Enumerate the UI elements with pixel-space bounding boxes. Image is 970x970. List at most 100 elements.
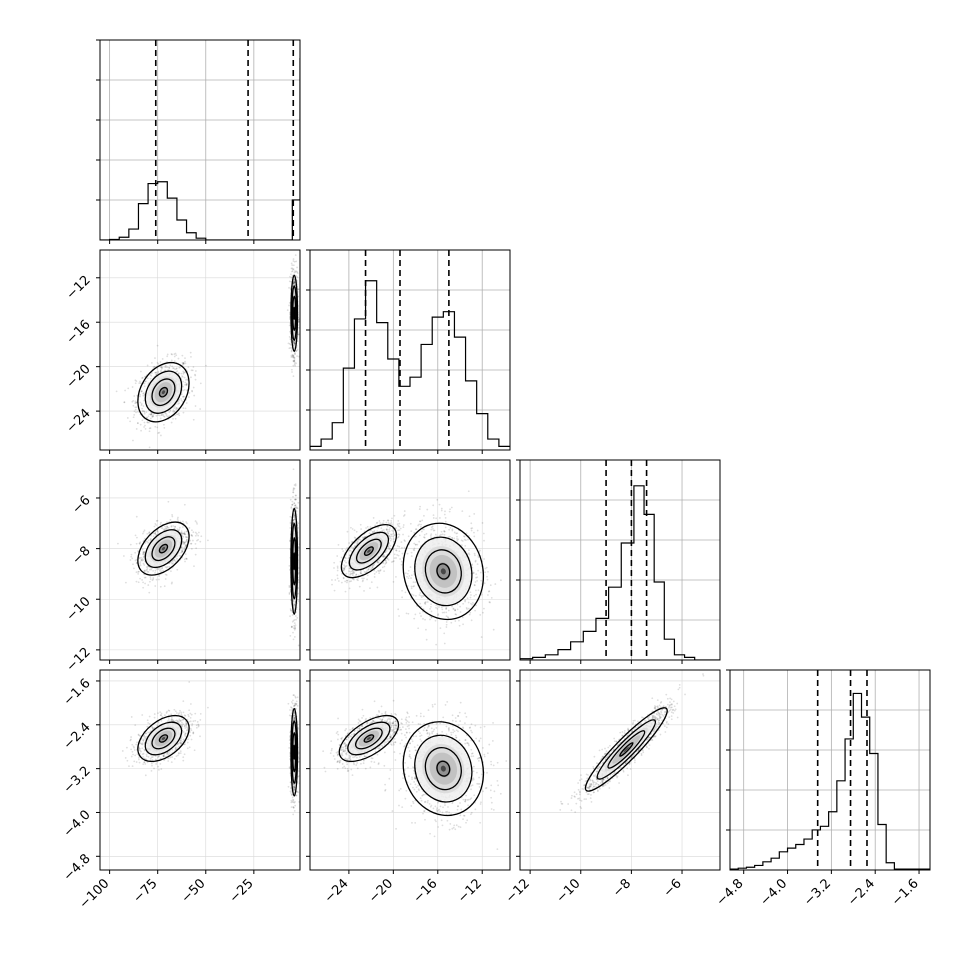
- x-tick-label: −24: [322, 876, 352, 906]
- x-tick-label: −75: [131, 876, 161, 906]
- panel-frame: [99, 39, 301, 241]
- density-core: [402, 721, 485, 817]
- y-tick-label: −8: [69, 544, 93, 568]
- contour-line: [293, 552, 296, 571]
- density-core: [338, 714, 400, 763]
- panel-frame: [99, 249, 301, 451]
- contour-line: [151, 536, 176, 562]
- contour-line: [158, 734, 169, 743]
- contour-line: [291, 720, 298, 784]
- contour-line: [584, 707, 668, 792]
- density-core: [137, 362, 190, 423]
- contour-line: [290, 274, 299, 352]
- x-tick-label: −4.0: [757, 876, 790, 909]
- histogram-step: [310, 280, 510, 450]
- y-tick-label: −4.0: [61, 808, 94, 841]
- x-tick-label: −25: [227, 876, 257, 906]
- x-tick-label: −100: [77, 876, 113, 912]
- x-tick-label: −16: [411, 876, 441, 906]
- panel-frame: [99, 459, 301, 661]
- contour-line: [348, 531, 390, 571]
- contour-line: [363, 734, 375, 743]
- y-tick-label: −2.4: [61, 720, 94, 753]
- contour-line: [402, 522, 485, 621]
- contour-line: [414, 734, 473, 803]
- contour-line: [596, 719, 657, 780]
- contour-line: [292, 536, 297, 586]
- y-tick-label: −24: [64, 406, 94, 436]
- contour-line: [292, 295, 297, 331]
- x-tick-label: −6: [661, 876, 685, 900]
- contour-line: [607, 730, 646, 769]
- x-tick-label: −3.2: [801, 876, 834, 909]
- y-tick-label: −20: [64, 362, 94, 392]
- contour-line: [436, 760, 451, 777]
- contour-line: [340, 524, 397, 579]
- panel-frame: [309, 249, 511, 451]
- x-tick-label: −2.4: [845, 876, 878, 909]
- density-core: [137, 714, 190, 763]
- x-tick-label: −12: [503, 876, 533, 906]
- contour-line: [619, 742, 634, 757]
- y-tick-label: −3.2: [61, 764, 94, 797]
- density-core: [340, 524, 397, 579]
- y-tick-label: −12: [64, 645, 94, 675]
- contour-line: [151, 727, 176, 750]
- contour-line: [137, 521, 190, 576]
- contour-line: [144, 721, 183, 756]
- contour-line: [293, 306, 296, 320]
- panel-frame: [519, 669, 721, 871]
- density-core: [290, 274, 299, 352]
- histogram-step: [100, 58, 300, 240]
- scatter-panel-2-3: [520, 670, 720, 870]
- panel-frame: [309, 669, 511, 871]
- contour-line: [347, 721, 391, 756]
- y-tick-label: −1.6: [61, 676, 94, 709]
- x-tick-label: −10: [554, 876, 584, 906]
- y-tick-label: −6: [69, 493, 93, 517]
- histogram-panel-3: [730, 670, 930, 870]
- y-tick-label: −16: [64, 317, 94, 347]
- x-tick-label: −1.6: [889, 876, 922, 909]
- x-tick-label: −8: [610, 876, 634, 900]
- contour-line: [158, 386, 169, 398]
- contour-line: [158, 543, 169, 554]
- panel-frame: [99, 669, 301, 871]
- density-core: [402, 522, 485, 621]
- contour-line: [144, 370, 183, 414]
- contour-line: [338, 714, 400, 763]
- histogram-step: [520, 485, 720, 660]
- x-tick-label: −4.8: [714, 876, 747, 909]
- x-tick-label: −20: [366, 876, 396, 906]
- contour-line: [355, 538, 382, 564]
- contour-line: [291, 523, 298, 600]
- contour-line: [292, 731, 297, 773]
- histogram-panel-2: [520, 460, 720, 660]
- contour-line: [290, 507, 299, 615]
- histogram-step: [730, 692, 930, 870]
- scatter-panel-0-3: [100, 670, 300, 870]
- density-core: [290, 707, 299, 797]
- scatter-panel-1-3: [310, 670, 510, 870]
- scatter-panel-1-2: [310, 460, 510, 660]
- panel-frame: [309, 459, 511, 661]
- x-tick-label: −12: [455, 876, 485, 906]
- contour-line: [290, 707, 299, 797]
- scatter-panel-0-1: [100, 250, 300, 450]
- contour-line: [293, 744, 296, 760]
- density-core: [584, 707, 668, 792]
- histogram-panel-0: [100, 40, 300, 240]
- contour-line: [291, 285, 298, 341]
- contour-line: [137, 714, 190, 763]
- contour-line: [402, 721, 485, 817]
- density-core: [290, 507, 299, 615]
- contour-line: [151, 378, 176, 407]
- panel-frame: [519, 459, 721, 661]
- density-core: [137, 521, 190, 576]
- contour-line: [436, 563, 451, 580]
- y-tick-label: −12: [64, 273, 94, 303]
- contour-line: [414, 536, 473, 607]
- y-tick-label: −10: [64, 594, 94, 624]
- panel-frame: [729, 669, 931, 871]
